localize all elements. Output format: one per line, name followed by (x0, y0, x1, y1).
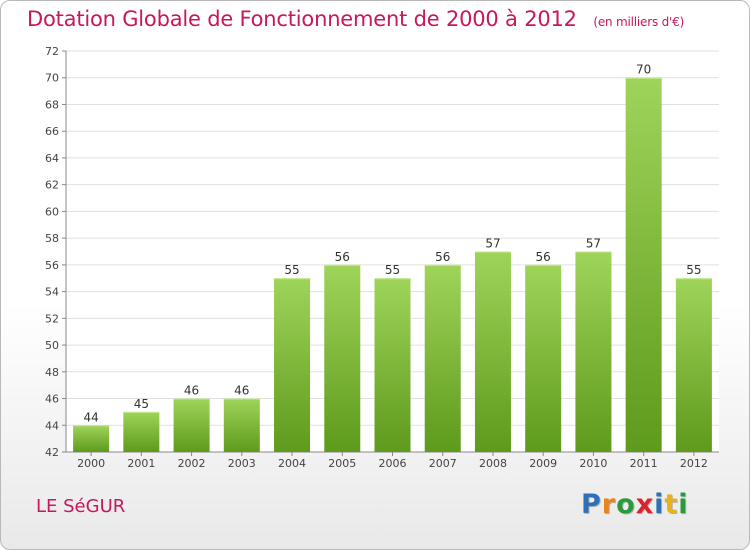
y-tick-label: 44 (45, 419, 59, 432)
x-tick-label: 2003 (228, 457, 256, 470)
x-tick-label: 2007 (429, 457, 457, 470)
y-tick-label: 46 (45, 393, 59, 406)
data-label: 56 (335, 250, 350, 264)
data-label: 70 (636, 63, 651, 77)
y-tick-label: 52 (45, 312, 59, 325)
bar-2000 (73, 425, 110, 452)
logo-letter: i (654, 489, 665, 520)
bar-2007 (424, 264, 461, 452)
data-label: 44 (83, 410, 98, 424)
bar-2011 (625, 77, 662, 452)
bar-2001 (123, 411, 160, 452)
data-label: 55 (385, 263, 400, 277)
logo-letter: P (581, 489, 602, 520)
bar-2006 (374, 278, 411, 452)
data-label: 56 (536, 250, 551, 264)
data-label: 45 (134, 397, 149, 411)
bar-2010 (575, 251, 612, 452)
place-name: LE SéGUR (36, 496, 126, 517)
y-tick-label: 58 (45, 232, 59, 245)
bar-2009 (525, 264, 562, 452)
logo-letter: r (601, 489, 617, 520)
x-tick-label: 2006 (379, 457, 407, 470)
bar-2003 (223, 398, 260, 452)
y-tick-label: 50 (45, 339, 59, 352)
chart-title: Dotation Globale de Fonctionnement de 20… (27, 7, 684, 31)
data-label: 46 (234, 384, 249, 398)
y-tick-label: 66 (45, 125, 59, 138)
x-tick-label: 2002 (178, 457, 206, 470)
bar-2008 (474, 251, 511, 452)
y-tick-label: 70 (45, 72, 59, 85)
data-label: 46 (184, 384, 199, 398)
x-tick-label: 2005 (328, 457, 356, 470)
chart-unit-note: (en milliers d'€) (593, 15, 685, 29)
y-tick-label: 72 (45, 45, 59, 58)
x-tick-label: 2008 (479, 457, 507, 470)
logo-letter: i (678, 489, 689, 520)
x-tick-label: 2010 (579, 457, 607, 470)
x-tick-label: 2012 (680, 457, 708, 470)
data-label: 57 (485, 237, 500, 251)
x-tick-label: 2009 (529, 457, 557, 470)
y-tick-label: 48 (45, 366, 59, 379)
logo-letter: o (616, 489, 636, 520)
y-tick-label: 56 (45, 259, 59, 272)
y-tick-label: 54 (45, 286, 59, 299)
x-tick-label: 2001 (127, 457, 155, 470)
y-tick-label: 42 (45, 446, 59, 459)
data-label: 56 (435, 250, 450, 264)
data-label: 55 (686, 263, 701, 277)
y-tick-label: 62 (45, 179, 59, 192)
x-tick-label: 2000 (77, 457, 105, 470)
logo-letter: t (664, 489, 679, 520)
bar-2004 (274, 278, 311, 452)
bar-2012 (675, 278, 712, 452)
logo-letter: x (635, 489, 655, 520)
proxiti-logo[interactable]: Proxiti (581, 489, 689, 520)
bar-2002 (173, 398, 210, 452)
chart-title-text: Dotation Globale de Fonctionnement de 20… (27, 7, 577, 31)
y-tick-label: 60 (45, 205, 59, 218)
bar-2005 (324, 264, 361, 452)
data-label: 57 (586, 237, 601, 251)
x-tick-label: 2004 (278, 457, 306, 470)
y-tick-label: 68 (45, 98, 59, 111)
y-tick-label: 64 (45, 152, 59, 165)
x-tick-label: 2011 (630, 457, 658, 470)
data-label: 55 (284, 263, 299, 277)
